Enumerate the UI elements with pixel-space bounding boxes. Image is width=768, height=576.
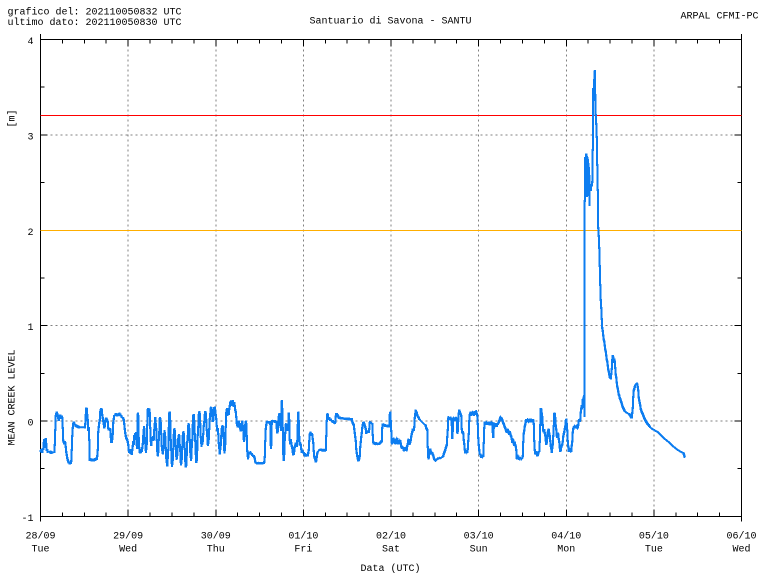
svg-text:ultimo dato: 202110050830 UTC: ultimo dato: 202110050830 UTC [8, 17, 182, 29]
svg-text:Fri: Fri [294, 544, 312, 556]
svg-text:29/09: 29/09 [113, 531, 143, 543]
svg-text:Wed: Wed [732, 544, 750, 556]
svg-text:MEAN CREEK LEVEL: MEAN CREEK LEVEL [m] [7, 109, 19, 445]
svg-text:04/10: 04/10 [551, 531, 581, 543]
svg-text:05/10: 05/10 [639, 531, 669, 543]
svg-text:02/10: 02/10 [376, 531, 406, 543]
svg-text:4: 4 [27, 37, 33, 48]
svg-text:1: 1 [27, 323, 33, 334]
svg-text:0: 0 [27, 419, 33, 430]
svg-text:2: 2 [27, 228, 33, 239]
svg-text:Mon: Mon [557, 545, 575, 556]
svg-text:Sat: Sat [382, 545, 400, 556]
svg-text:28/09: 28/09 [25, 531, 55, 543]
svg-text:Wed: Wed [119, 544, 137, 556]
svg-text:01/10: 01/10 [288, 531, 318, 543]
svg-text:03/10: 03/10 [464, 531, 494, 543]
svg-text:3: 3 [27, 132, 33, 143]
svg-text:30/09: 30/09 [201, 531, 231, 543]
svg-text:grafico del: 202110050832 UTC: grafico del: 202110050832 UTC [8, 7, 182, 19]
svg-text:Data (UTC): Data (UTC) [360, 563, 420, 575]
svg-text:ARPAL CFMI-PC: ARPAL CFMI-PC [680, 12, 758, 23]
svg-text:-1: -1 [21, 514, 33, 525]
svg-text:Santuario di Savona - SANTU: Santuario di Savona - SANTU [309, 16, 471, 28]
svg-text:Sun: Sun [470, 545, 488, 556]
svg-text:06/10: 06/10 [726, 531, 756, 543]
svg-text:Tue: Tue [31, 545, 49, 556]
svg-text:Tue: Tue [645, 545, 663, 556]
svg-text:Thu: Thu [207, 544, 225, 556]
